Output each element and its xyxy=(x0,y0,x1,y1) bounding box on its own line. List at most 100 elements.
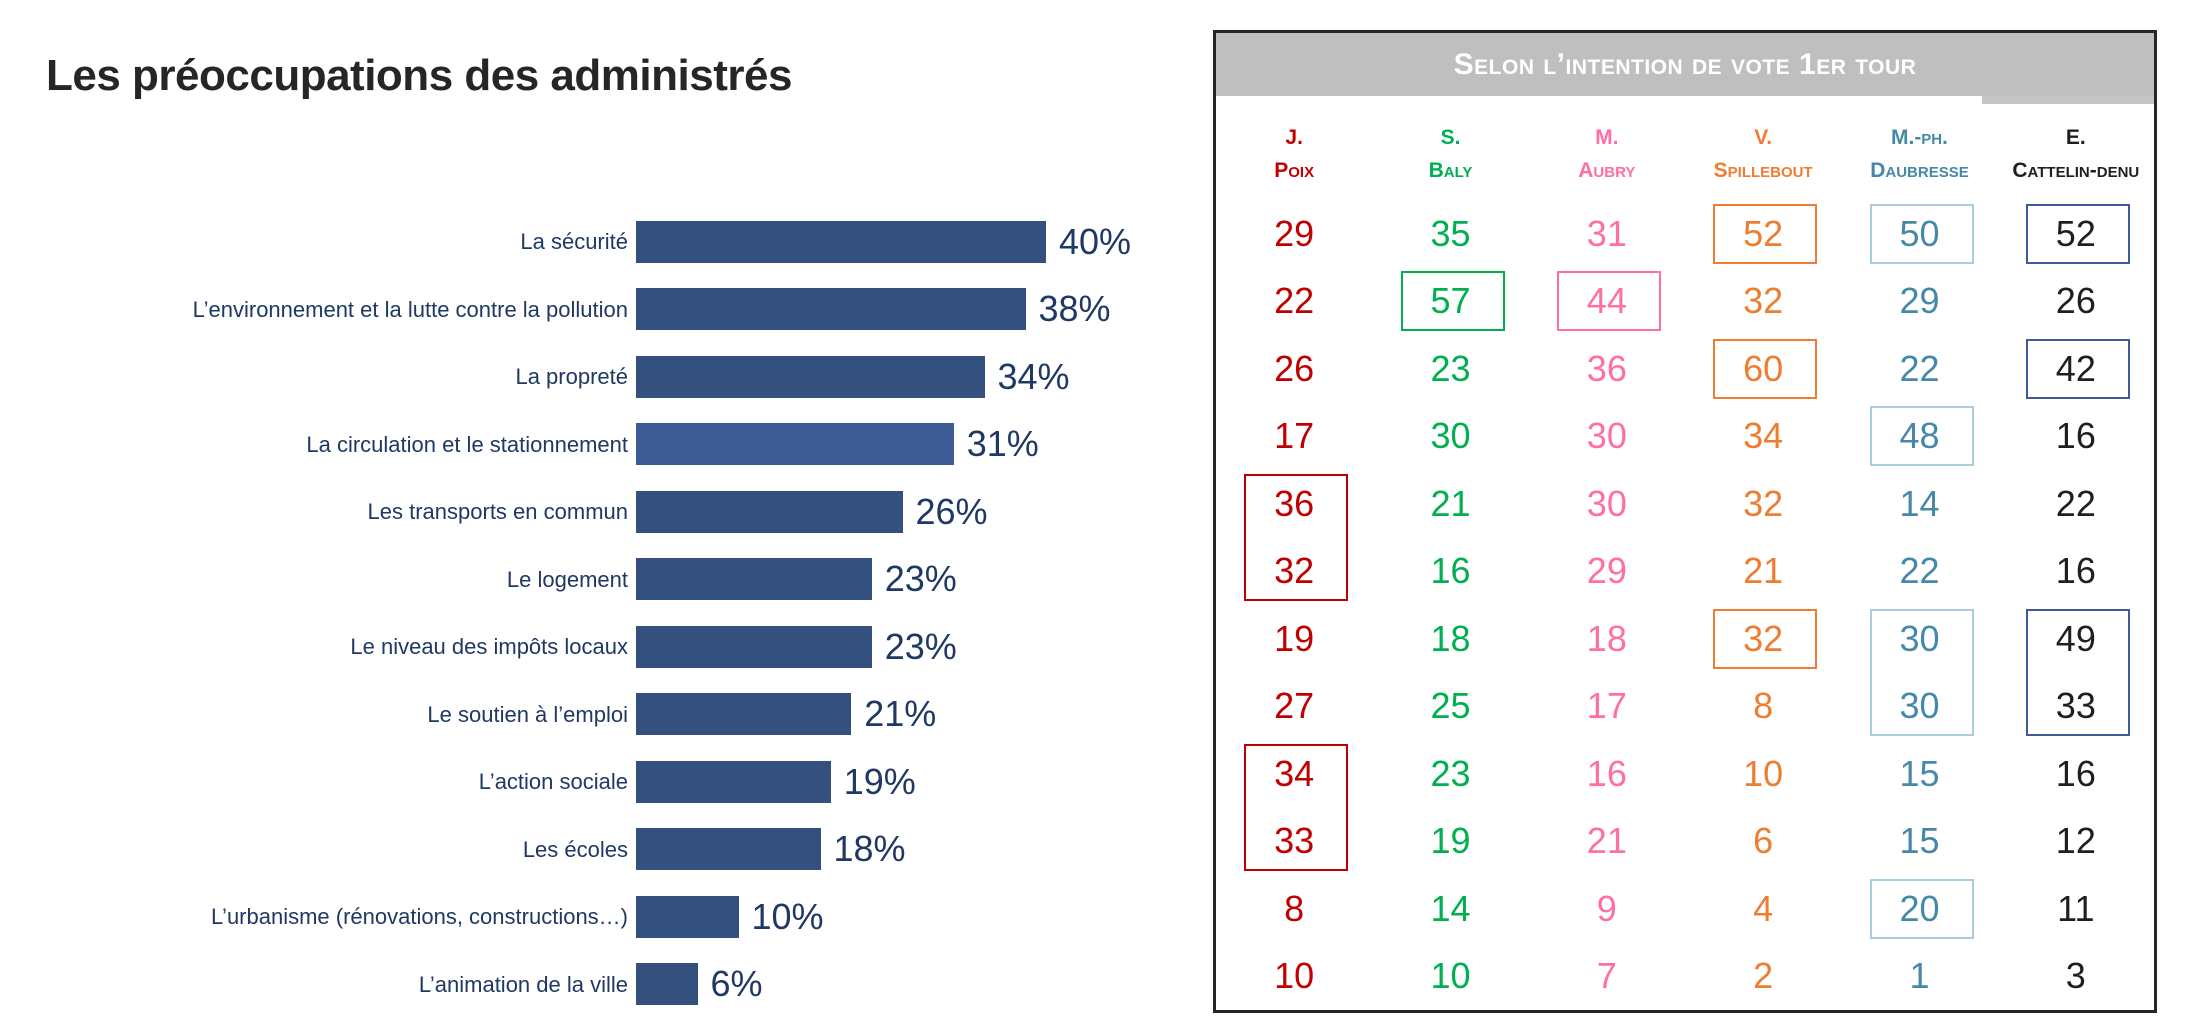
bar-value: 19% xyxy=(843,760,916,802)
table-cell: 18 xyxy=(1430,617,1471,659)
table-cell: 16 xyxy=(1586,752,1627,794)
table-cell: 36 xyxy=(1586,347,1627,389)
table-cell: 34 xyxy=(1743,415,1784,457)
table-cell: 25 xyxy=(1430,685,1471,727)
table-cell: 6 xyxy=(1753,820,1774,862)
table-cell: 9 xyxy=(1596,887,1617,929)
bar-track xyxy=(636,423,954,466)
chart-title: Les préoccupations des administrés xyxy=(46,51,792,101)
table-cell: 34 xyxy=(1274,752,1315,794)
table-cell: 32 xyxy=(1743,482,1784,524)
table-cell: 22 xyxy=(1274,280,1315,322)
bar-value: 21% xyxy=(864,693,937,735)
table-cell: 19 xyxy=(1430,820,1471,862)
table-cell: 30 xyxy=(1899,685,1940,727)
column-header-baly: S. Baly xyxy=(1372,111,1528,199)
bar-track xyxy=(636,355,985,398)
table-cell: 60 xyxy=(1743,347,1784,389)
bar-label: L’animation de la ville xyxy=(418,971,628,997)
table-cell: 33 xyxy=(1274,820,1315,862)
bar-row: Les transports en commun 26% xyxy=(40,478,1200,546)
bar-row: Le soutien à l’emploi 21% xyxy=(40,681,1200,749)
table-cell: 16 xyxy=(2055,415,2096,457)
table-cell: 35 xyxy=(1430,212,1471,254)
table-cell: 29 xyxy=(1899,280,1940,322)
table-cell: 22 xyxy=(2055,482,2096,524)
column-surname: Aubry xyxy=(1578,159,1636,182)
bar-track xyxy=(636,828,821,871)
column-initial: J. xyxy=(1285,126,1303,150)
column-header-daubresse: M.-Ph. Daubresse xyxy=(1841,111,1997,199)
bar-label: La circulation et le stationnement xyxy=(306,431,628,457)
table-cell: 17 xyxy=(1274,415,1315,457)
table-cell: 16 xyxy=(1430,550,1471,592)
table-cell: 8 xyxy=(1753,685,1774,727)
bar-row: Le niveau des impôts locaux 23% xyxy=(40,613,1200,681)
table-cell: 22 xyxy=(1899,347,1940,389)
table-cell: 4 xyxy=(1753,887,1774,929)
bar-label: L’action sociale xyxy=(478,769,628,795)
bar-track xyxy=(636,625,872,668)
bar-track xyxy=(636,220,1046,263)
bar xyxy=(636,220,1046,263)
bar xyxy=(636,288,1026,331)
column-surname: Baly xyxy=(1428,159,1473,182)
table-cell: 29 xyxy=(1586,550,1627,592)
bar-rows: La sécurité 40% L’environnement et la lutt… xyxy=(40,208,1200,1018)
table-cell: 57 xyxy=(1430,280,1471,322)
bar-track xyxy=(636,963,698,1006)
bar xyxy=(636,558,872,601)
bar-row: Le logement 23% xyxy=(40,546,1200,614)
table-cell: 31 xyxy=(1586,212,1627,254)
table-cell: 15 xyxy=(1899,820,1940,862)
column-initial: M. xyxy=(1595,126,1619,150)
bar xyxy=(636,760,831,803)
table-cell: 10 xyxy=(1743,752,1784,794)
table-cell: 19 xyxy=(1274,617,1315,659)
bar-track xyxy=(636,490,903,533)
table-cell: 22 xyxy=(1899,550,1940,592)
table-cell: 42 xyxy=(2055,347,2096,389)
bar-row: L’animation de la ville 6% xyxy=(40,951,1200,1019)
column-initial: S. xyxy=(1440,126,1461,150)
column-surname: Spillebout xyxy=(1713,159,1813,182)
table-cell: 17 xyxy=(1586,685,1627,727)
table-cell: 2 xyxy=(1753,955,1774,997)
table-cell: 16 xyxy=(2055,752,2096,794)
bar xyxy=(636,693,852,736)
column-surname: Daubresse xyxy=(1870,159,1969,182)
table-cell: 49 xyxy=(2055,617,2096,659)
column-initial: M.-Ph. xyxy=(1890,126,1948,150)
table-cell: 21 xyxy=(1586,820,1627,862)
table-header-title: Selon l’intention de vote 1er tour xyxy=(1453,47,1917,81)
bar xyxy=(636,828,821,871)
table-cell: 32 xyxy=(1743,617,1784,659)
bar-row: La sécurité 40% xyxy=(40,208,1200,276)
column-surname: Poix xyxy=(1274,159,1315,182)
column-header-spillebout: V. Spillebout xyxy=(1685,111,1841,199)
bar-label: Le niveau des impôts locaux xyxy=(350,634,628,660)
table-column-headers: J. Poix S. Baly M. Aubry V. Spillebout M.-Ph. Dau… xyxy=(1216,111,2154,199)
table-cell: 50 xyxy=(1899,212,1940,254)
table-cell: 11 xyxy=(2057,887,2095,929)
table-cell: 10 xyxy=(1430,955,1471,997)
bar xyxy=(636,625,872,668)
bar-row: L’urbanisme (rénovations, constructions…… xyxy=(40,883,1200,951)
bar-label: Le soutien à l’emploi xyxy=(427,701,628,727)
table-cell: 26 xyxy=(2055,280,2096,322)
table-cell: 21 xyxy=(1430,482,1471,524)
bar xyxy=(636,895,739,938)
bar-label: Les transports en commun xyxy=(367,499,628,525)
bar-value: 18% xyxy=(833,828,906,870)
table-cell: 23 xyxy=(1430,752,1471,794)
table-cell: 14 xyxy=(1430,887,1471,929)
bar-value: 26% xyxy=(915,490,988,532)
bar-label: Le logement xyxy=(506,566,628,592)
table-cell: 44 xyxy=(1586,280,1627,322)
table-cell: 20 xyxy=(1899,887,1940,929)
bar-value: 6% xyxy=(710,963,763,1005)
table-cell: 30 xyxy=(1586,415,1627,457)
table-cell: 3 xyxy=(2065,955,2086,997)
column-header-cattelin-denu: E. Cattelin-Denu xyxy=(1998,111,2154,199)
bar-value: 10% xyxy=(751,895,824,937)
